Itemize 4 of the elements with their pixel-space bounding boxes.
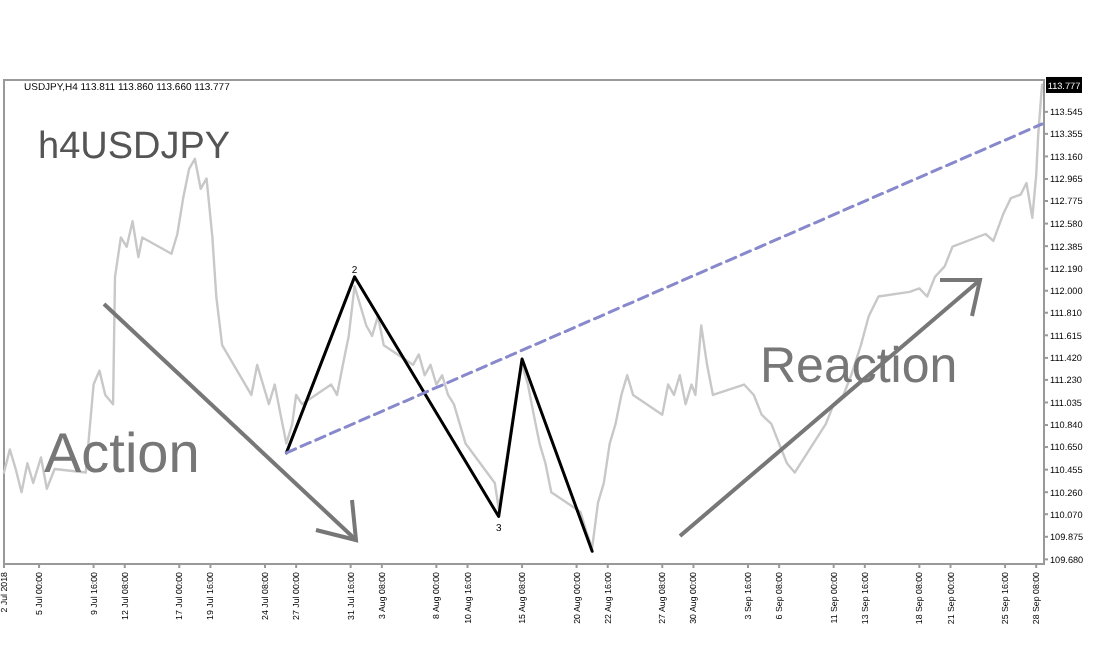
annotation: Action xyxy=(44,422,200,484)
line-series xyxy=(2,83,1044,549)
text: h4USDJPY xyxy=(38,126,231,168)
line-series xyxy=(284,275,594,553)
